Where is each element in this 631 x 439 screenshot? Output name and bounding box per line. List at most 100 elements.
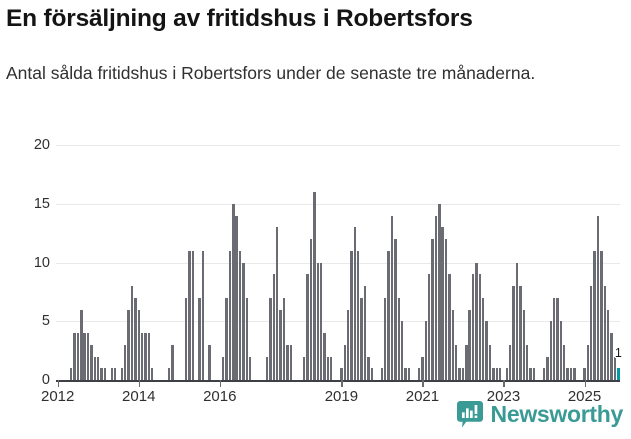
bar	[549, 321, 552, 380]
bar	[265, 356, 269, 380]
bar	[275, 227, 279, 380]
bar	[245, 297, 249, 380]
bar	[529, 368, 532, 380]
bar	[303, 356, 306, 380]
y-axis-tick-label: 15	[33, 195, 50, 212]
bar	[269, 297, 272, 380]
bar	[134, 297, 137, 380]
bar	[515, 262, 519, 380]
bar	[434, 215, 438, 380]
bar	[438, 203, 441, 380]
x-axis-tick	[584, 380, 587, 387]
bar	[448, 274, 451, 380]
x-axis-tick	[219, 380, 222, 387]
bar	[323, 333, 326, 380]
bar	[478, 274, 482, 380]
bar	[316, 262, 319, 380]
bar-value-label: 1	[614, 346, 622, 361]
bar	[498, 368, 502, 380]
bar	[485, 321, 488, 380]
bar	[221, 356, 225, 380]
bar	[613, 356, 617, 380]
gridline	[56, 203, 620, 205]
bar	[232, 203, 235, 380]
bar	[471, 274, 475, 380]
bar	[427, 274, 431, 380]
bar	[353, 227, 357, 380]
gridline	[56, 145, 620, 146]
bar	[583, 368, 586, 380]
bar	[519, 286, 522, 380]
bar	[248, 356, 252, 380]
bar	[532, 368, 536, 380]
bar	[90, 344, 93, 380]
footer-branding: Newsworthy	[456, 397, 624, 431]
bar	[563, 344, 566, 380]
bar	[454, 344, 458, 380]
bar	[309, 239, 313, 380]
bar	[286, 344, 289, 380]
bar	[380, 368, 384, 380]
bar	[340, 368, 343, 380]
bar	[509, 344, 512, 380]
bar	[167, 368, 171, 380]
bar	[242, 262, 245, 380]
bar	[458, 368, 461, 380]
bar	[151, 368, 154, 380]
bar	[461, 368, 465, 380]
bar	[140, 333, 144, 380]
bar	[552, 297, 556, 380]
bar	[525, 344, 529, 380]
bar	[610, 333, 613, 380]
bar	[505, 368, 509, 380]
bar	[465, 344, 468, 380]
bar	[188, 250, 191, 380]
bar-chart-speech-bubble-icon	[456, 400, 483, 428]
page-title: En försäljning av fritidshus i Robertsfo…	[6, 5, 473, 32]
bar	[384, 297, 387, 380]
bar	[313, 192, 316, 380]
bar	[407, 368, 411, 380]
bar	[80, 309, 83, 380]
bar	[96, 356, 100, 380]
bar	[606, 309, 610, 380]
bar	[400, 321, 404, 380]
gridline	[56, 262, 620, 264]
bar	[350, 250, 353, 380]
bar	[468, 309, 471, 380]
bar	[238, 250, 242, 380]
bar	[444, 239, 448, 380]
bar	[390, 215, 394, 380]
x-axis-tick-label: 2019	[324, 388, 359, 405]
bar	[431, 239, 434, 380]
bar	[198, 297, 201, 380]
page-subtitle: Antal sålda fritidshus i Robertsfors und…	[6, 63, 536, 83]
bar	[73, 333, 76, 380]
bar	[272, 274, 276, 380]
bar	[512, 286, 515, 380]
gridline	[56, 321, 620, 323]
bar	[124, 344, 127, 380]
bar	[171, 344, 174, 380]
bar	[596, 215, 600, 380]
x-axis-tick-label: 2014	[122, 388, 156, 405]
bar	[417, 368, 421, 380]
y-axis-labels: 0 5 10 15 20	[0, 138, 50, 388]
bar	[566, 368, 569, 380]
bar	[184, 297, 188, 380]
x-axis-labels: 2012 2014 2016 2019 2021 2023 2025	[41, 388, 620, 412]
x-axis-tick-label: 2012	[41, 388, 75, 405]
x-axis-tick-label: 2021	[405, 388, 440, 405]
brand-name: Newsworthy	[490, 400, 624, 427]
bar	[569, 368, 573, 380]
bar	[208, 344, 211, 380]
bar	[482, 297, 485, 380]
bar	[279, 309, 282, 380]
bar	[394, 239, 397, 380]
x-axis-tick-label: 2025	[567, 388, 602, 405]
x-axis-tick	[422, 380, 424, 387]
x-axis-tick	[138, 380, 141, 387]
bar	[86, 333, 90, 380]
bar	[144, 333, 147, 380]
